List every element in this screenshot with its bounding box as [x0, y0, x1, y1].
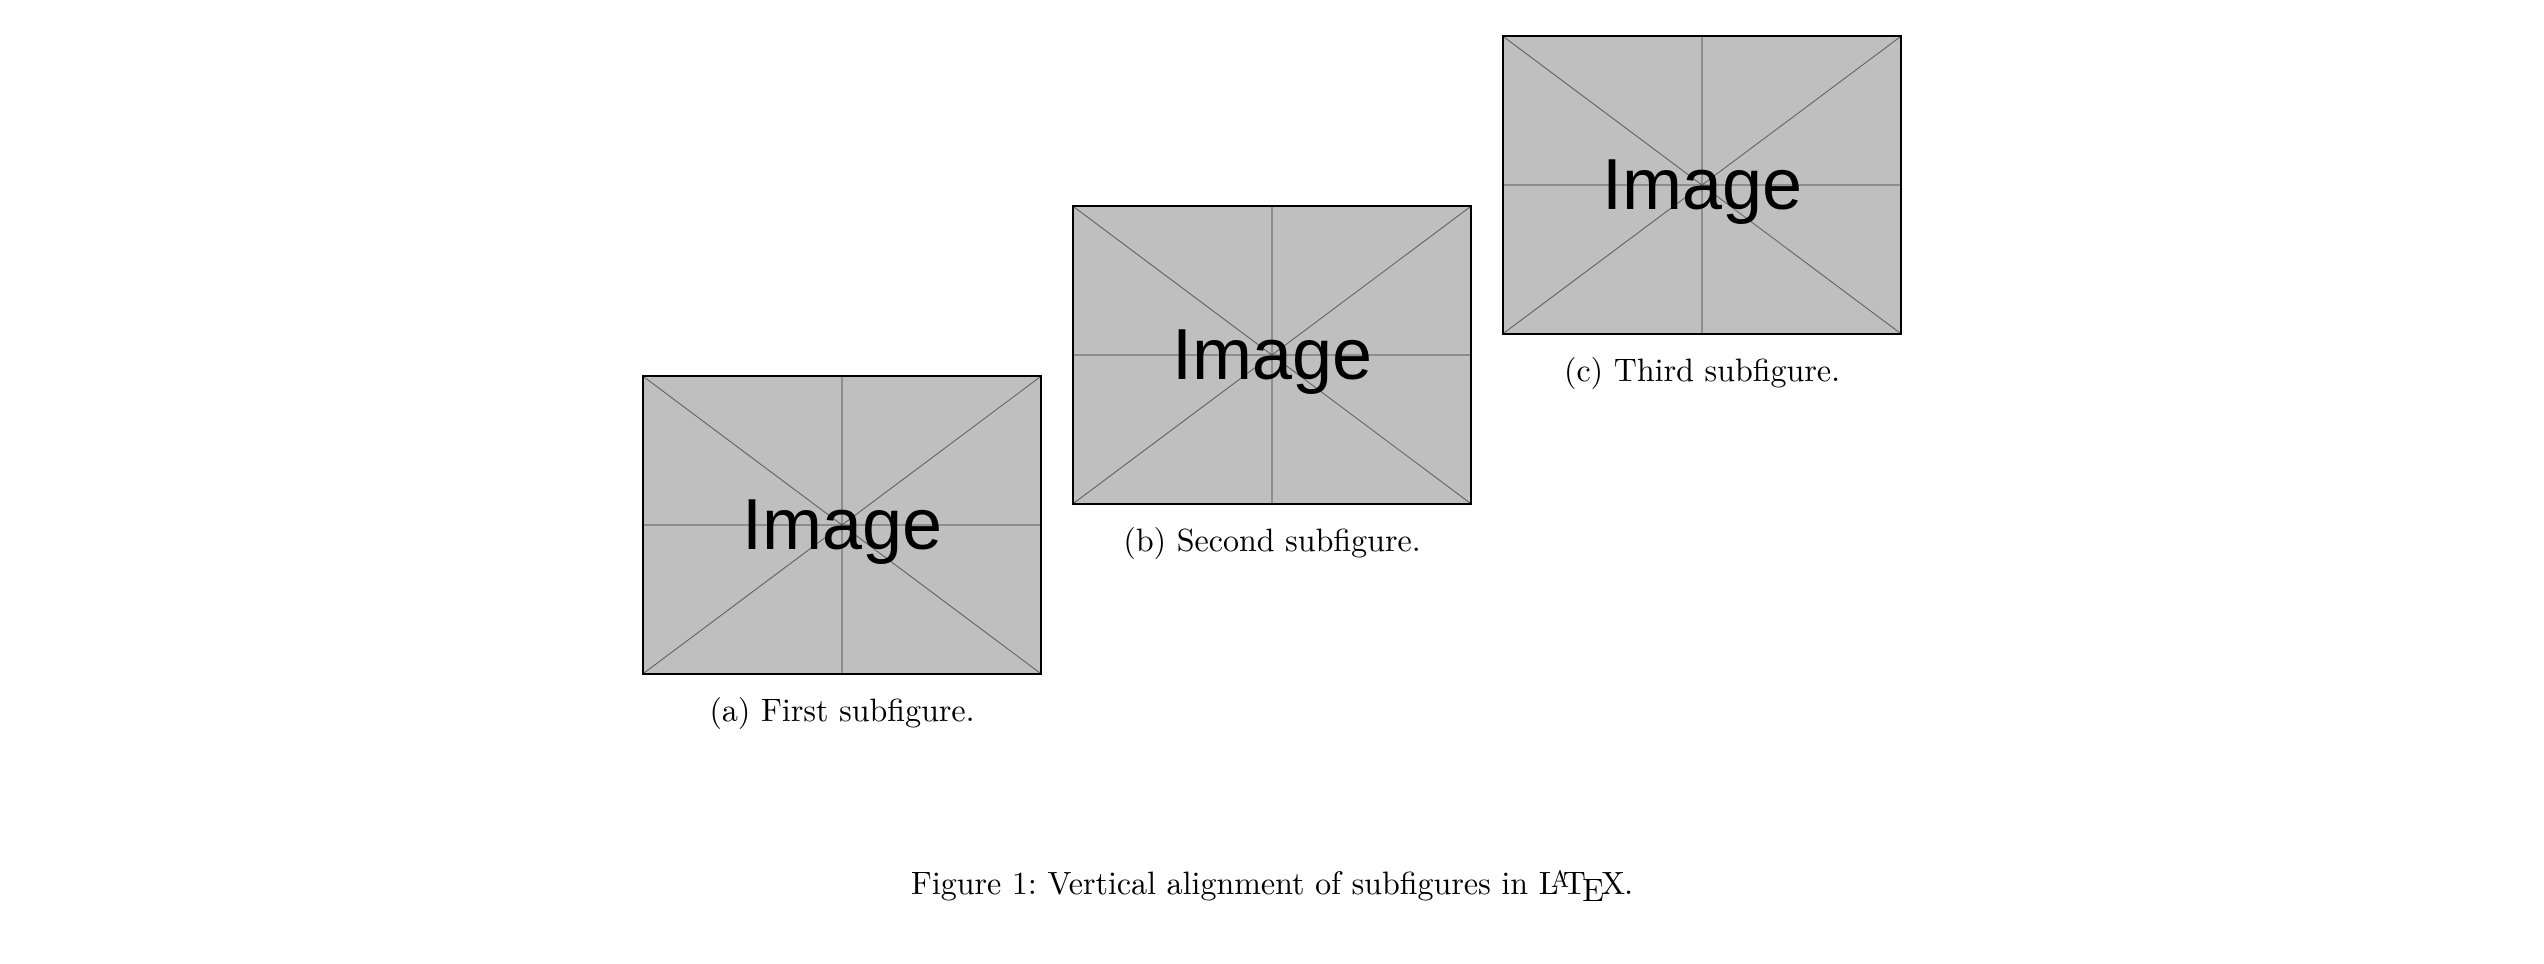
subcaption-c: (c) Third subfigure. [1564, 353, 1840, 385]
placeholder-label-a: Image [742, 484, 942, 566]
subcaption-a: (a) First subfigure. [709, 693, 974, 725]
placeholder-label-b: Image [1172, 314, 1372, 396]
placeholder-a: Image [642, 375, 1042, 675]
subfigure-b: Image (b) Second subfigure. [1072, 205, 1472, 555]
placeholder-c: Image [1502, 35, 1902, 335]
placeholder-label-c: Image [1602, 144, 1802, 226]
figure-caption-prefix: Figure 1: Vertical alignment of subfigur… [911, 859, 1539, 904]
subfigure-c: Image (c) Third subfigure. [1502, 35, 1902, 385]
subcaption-b: (b) Second subfigure. [1123, 523, 1420, 555]
subfigure-row: Image (a) First subfigure. Image (b) Sec… [642, 35, 1902, 725]
placeholder-b: Image [1072, 205, 1472, 505]
page: Image (a) First subfigure. Image (b) Sec… [0, 0, 2544, 964]
figure-caption-suffix: . [1624, 859, 1633, 904]
figure-caption: Figure 1: Vertical alignment of subfigur… [0, 859, 2544, 904]
subfigure-a: Image (a) First subfigure. [642, 375, 1042, 725]
latex-logo: LATEX [1539, 859, 1624, 904]
